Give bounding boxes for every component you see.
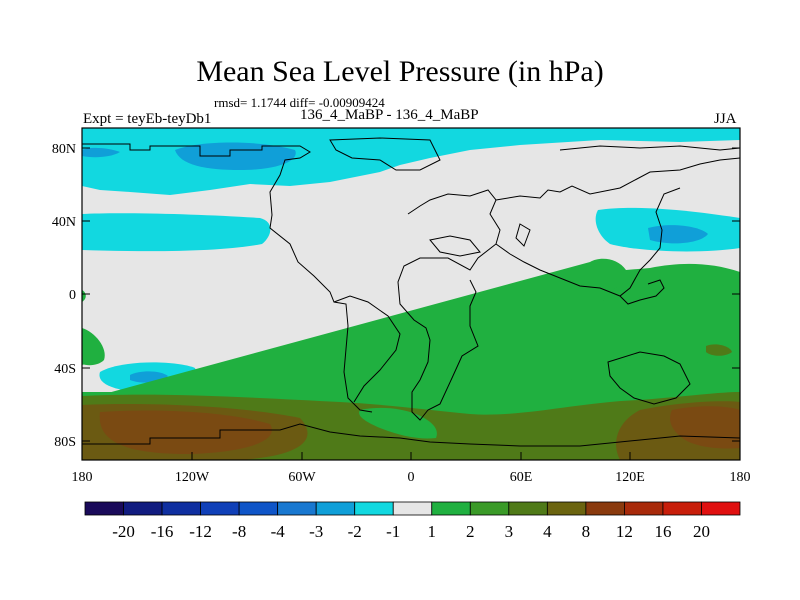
contour-pac-green <box>82 258 740 400</box>
lon-tick-label: 180 <box>730 470 751 485</box>
colorbar-label: 12 <box>616 522 633 541</box>
lat-tick-label: 80S <box>54 435 76 450</box>
colorbar-swatch <box>238 501 279 516</box>
colorbar-swatch <box>701 501 741 516</box>
colorbar-swatch <box>546 501 587 516</box>
lon-tick-label: 0 <box>408 470 415 485</box>
colorbar-swatch <box>469 501 510 516</box>
coast-arctic-east <box>559 145 740 151</box>
colorbar-label: 1 <box>428 522 437 541</box>
colorbar-swatch <box>508 501 548 516</box>
coast-europe-africa <box>397 189 501 421</box>
colorbar-label: 20 <box>693 522 710 541</box>
lon-tick-label: 120W <box>175 470 210 485</box>
contour-so-light <box>359 407 437 439</box>
colorbar-swatch <box>662 501 702 516</box>
lon-tick-label: 60E <box>510 470 533 485</box>
coast-caspian <box>515 223 531 247</box>
colorbar-label: 16 <box>654 522 671 541</box>
experiment-ids: 136_4_MaBP - 136_4_MaBP <box>300 107 479 123</box>
colorbar-label: -12 <box>189 522 212 541</box>
coast-south-america <box>333 295 401 403</box>
lon-tick-label: 120E <box>615 470 645 485</box>
colorbar-label: -2 <box>348 522 362 541</box>
season-label: JJA <box>714 111 737 127</box>
contour-arctic-mid2 <box>82 147 120 158</box>
colorbar-swatch <box>431 501 471 516</box>
axis-ticks <box>81 147 741 460</box>
colorbar-label: 4 <box>543 522 552 541</box>
coast-greenland <box>329 137 441 171</box>
lat-tick-label: 80N <box>52 142 76 157</box>
contour-arctic-mid <box>175 142 296 170</box>
colorbar-label: -1 <box>386 522 400 541</box>
contour-left-green <box>82 328 105 366</box>
colorbar-label: -8 <box>232 522 246 541</box>
coast-north-america <box>82 143 373 413</box>
contour-so-brown <box>99 410 272 454</box>
colorbar-swatch <box>277 501 317 516</box>
colorbar-label: 8 <box>582 522 591 541</box>
colorbar-swatch <box>161 501 201 516</box>
colorbar-label: -16 <box>151 522 174 541</box>
contour-npac-light <box>82 213 271 252</box>
coastlines <box>82 137 740 447</box>
colorbar <box>84 501 741 516</box>
plot-title: Mean Sea Level Pressure (in hPa) <box>196 55 604 88</box>
colorbar-labels: -20 -16 -12 -8 -4 -3 -2 -1 1 2 3 4 8 12 16 20 <box>112 522 710 541</box>
coast-se-asia <box>619 279 665 305</box>
colorbar-label: -3 <box>309 522 323 541</box>
colorbar-swatch <box>392 501 433 516</box>
contour-darkgreen-blob <box>706 344 732 356</box>
coast-mediterranean <box>429 235 481 257</box>
colorbar-swatch <box>123 501 163 516</box>
coast-asia-south <box>495 187 681 297</box>
lat-tick-label: 40N <box>52 215 76 230</box>
coast-antarctica <box>82 423 740 447</box>
coast-asia <box>495 157 740 201</box>
stats-label: rmsd= 1.1744 diff= -0.00909424 <box>214 95 385 110</box>
colorbar-swatch <box>315 501 356 516</box>
lat-tick-label: 40S <box>54 362 76 377</box>
colorbar-swatch <box>624 501 664 516</box>
colorbar-swatch <box>354 501 394 516</box>
contour-so-brown2 <box>670 406 740 449</box>
contour-left-green2 <box>82 290 86 302</box>
contour-spac-green <box>560 360 740 400</box>
colorbar-swatch <box>585 501 625 516</box>
colorbar-swatch <box>200 501 240 516</box>
lon-tick-label: 60W <box>288 470 316 485</box>
colorbar-label: 3 <box>505 522 514 541</box>
contour-nwpac-mid <box>648 225 708 244</box>
colorbar-label: -20 <box>112 522 135 541</box>
colorbar-label: 2 <box>466 522 475 541</box>
map-field <box>82 128 740 460</box>
lon-tick-label: 180 <box>72 470 93 485</box>
experiment-label: Expt = teyEb-teyDb1 <box>83 111 212 127</box>
colorbar-swatch <box>84 501 124 516</box>
contour-equatorial-green <box>596 270 740 372</box>
coast-australia <box>607 351 691 405</box>
colorbar-label: -4 <box>271 522 286 541</box>
lat-tick-label: 0 <box>69 288 76 303</box>
